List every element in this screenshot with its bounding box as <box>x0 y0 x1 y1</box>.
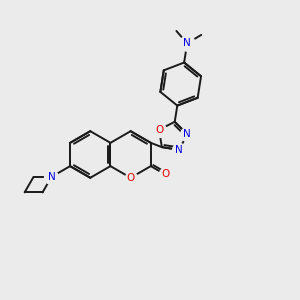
Text: N: N <box>48 172 56 182</box>
Text: O: O <box>155 125 163 135</box>
Text: N: N <box>183 38 191 48</box>
Text: O: O <box>161 169 169 179</box>
Text: N: N <box>175 145 183 155</box>
Text: O: O <box>127 173 135 183</box>
Text: N: N <box>183 129 191 139</box>
